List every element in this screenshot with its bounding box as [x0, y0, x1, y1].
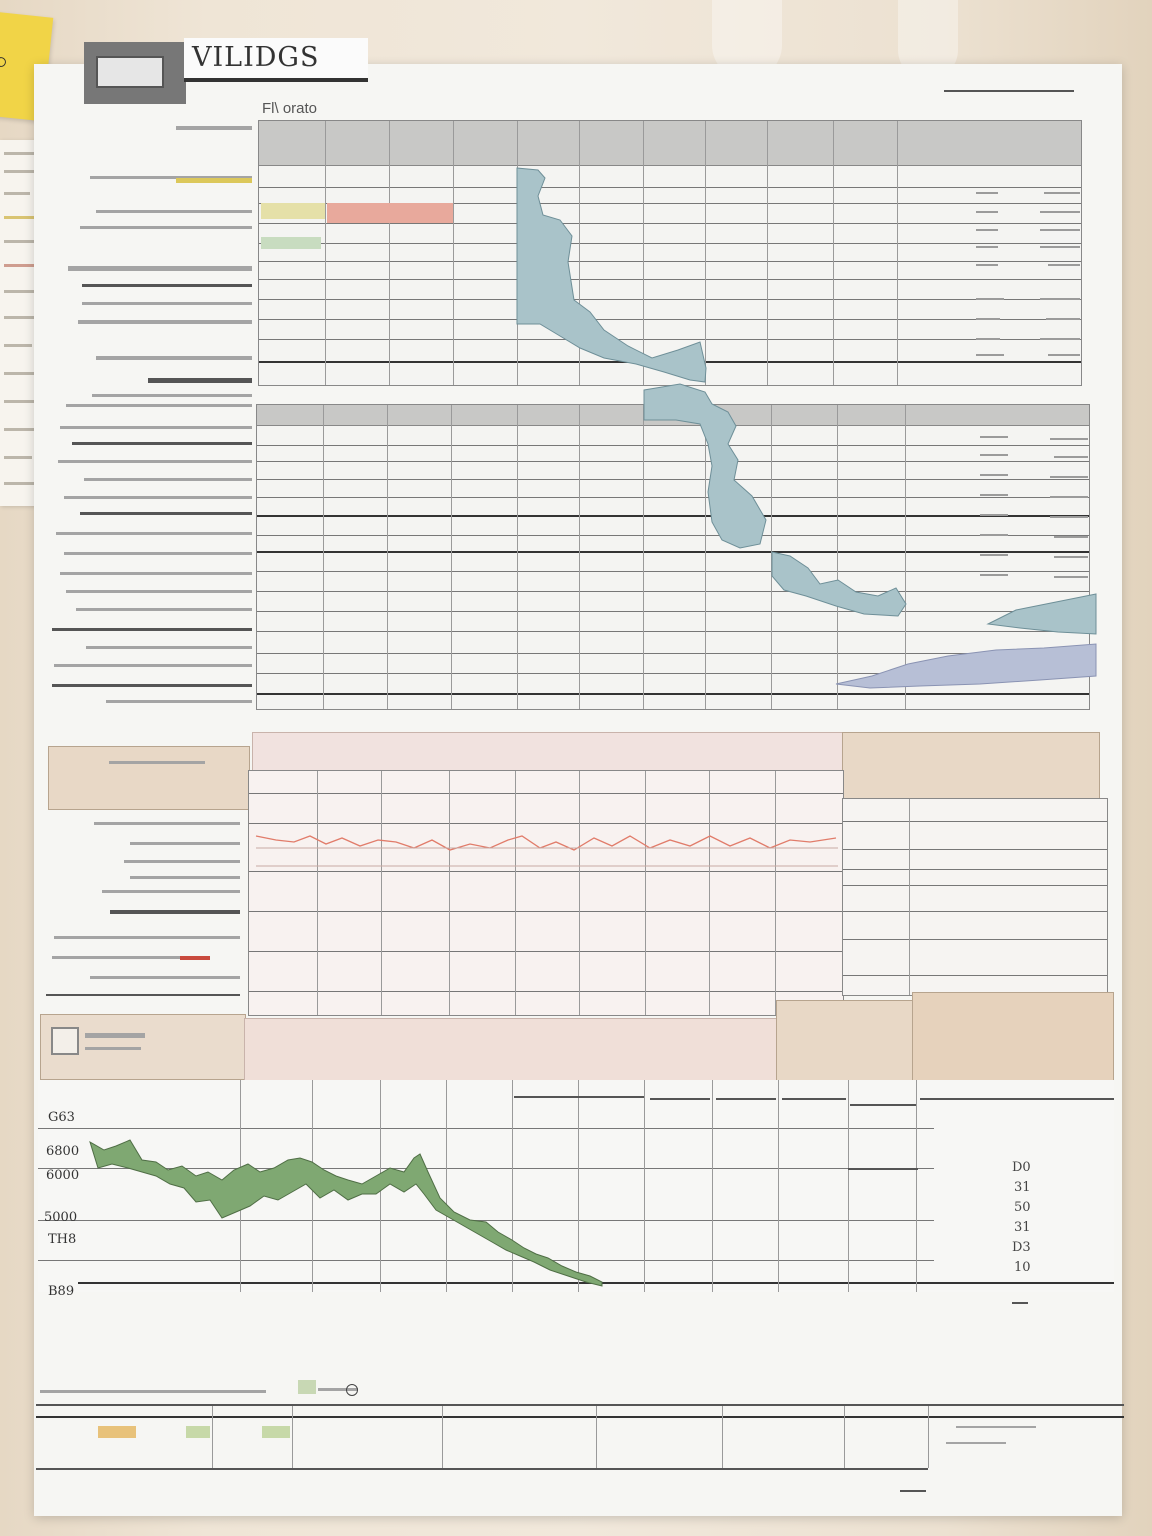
poster-logo [84, 42, 186, 104]
bottom-right-header-b [912, 992, 1114, 1096]
lower-data-grid [248, 770, 844, 1016]
poster-title-banner: VILIDGS [184, 38, 368, 82]
value-label: 31 [1014, 1220, 1031, 1235]
value-label: 31 [1014, 1180, 1031, 1195]
corner-rule [944, 90, 1074, 92]
value-label: D0 [1012, 1160, 1031, 1175]
bottom-section-logo [40, 1014, 246, 1080]
lower-right-header [842, 732, 1100, 800]
footer-mark [900, 1490, 926, 1492]
value-label: 10 [1014, 1260, 1031, 1275]
poster-title: VILIDGS [192, 42, 320, 73]
axis-label: 6800 [46, 1144, 80, 1159]
summary-box [48, 746, 250, 810]
value-label: 50 [1014, 1200, 1031, 1215]
value-label: D3 [1012, 1240, 1031, 1255]
axis-label: B89 [48, 1284, 75, 1299]
axis-label: G63 [48, 1110, 75, 1125]
footer-table [36, 1404, 1124, 1478]
axis-label: TH8 [48, 1232, 77, 1247]
poster-subheading: Fl\ orato [262, 100, 318, 117]
axis-label: 5000 [44, 1210, 78, 1225]
axis-label: 6000 [46, 1168, 80, 1183]
bottom-table-header [244, 1018, 778, 1082]
upper-data-grid [258, 120, 1082, 386]
